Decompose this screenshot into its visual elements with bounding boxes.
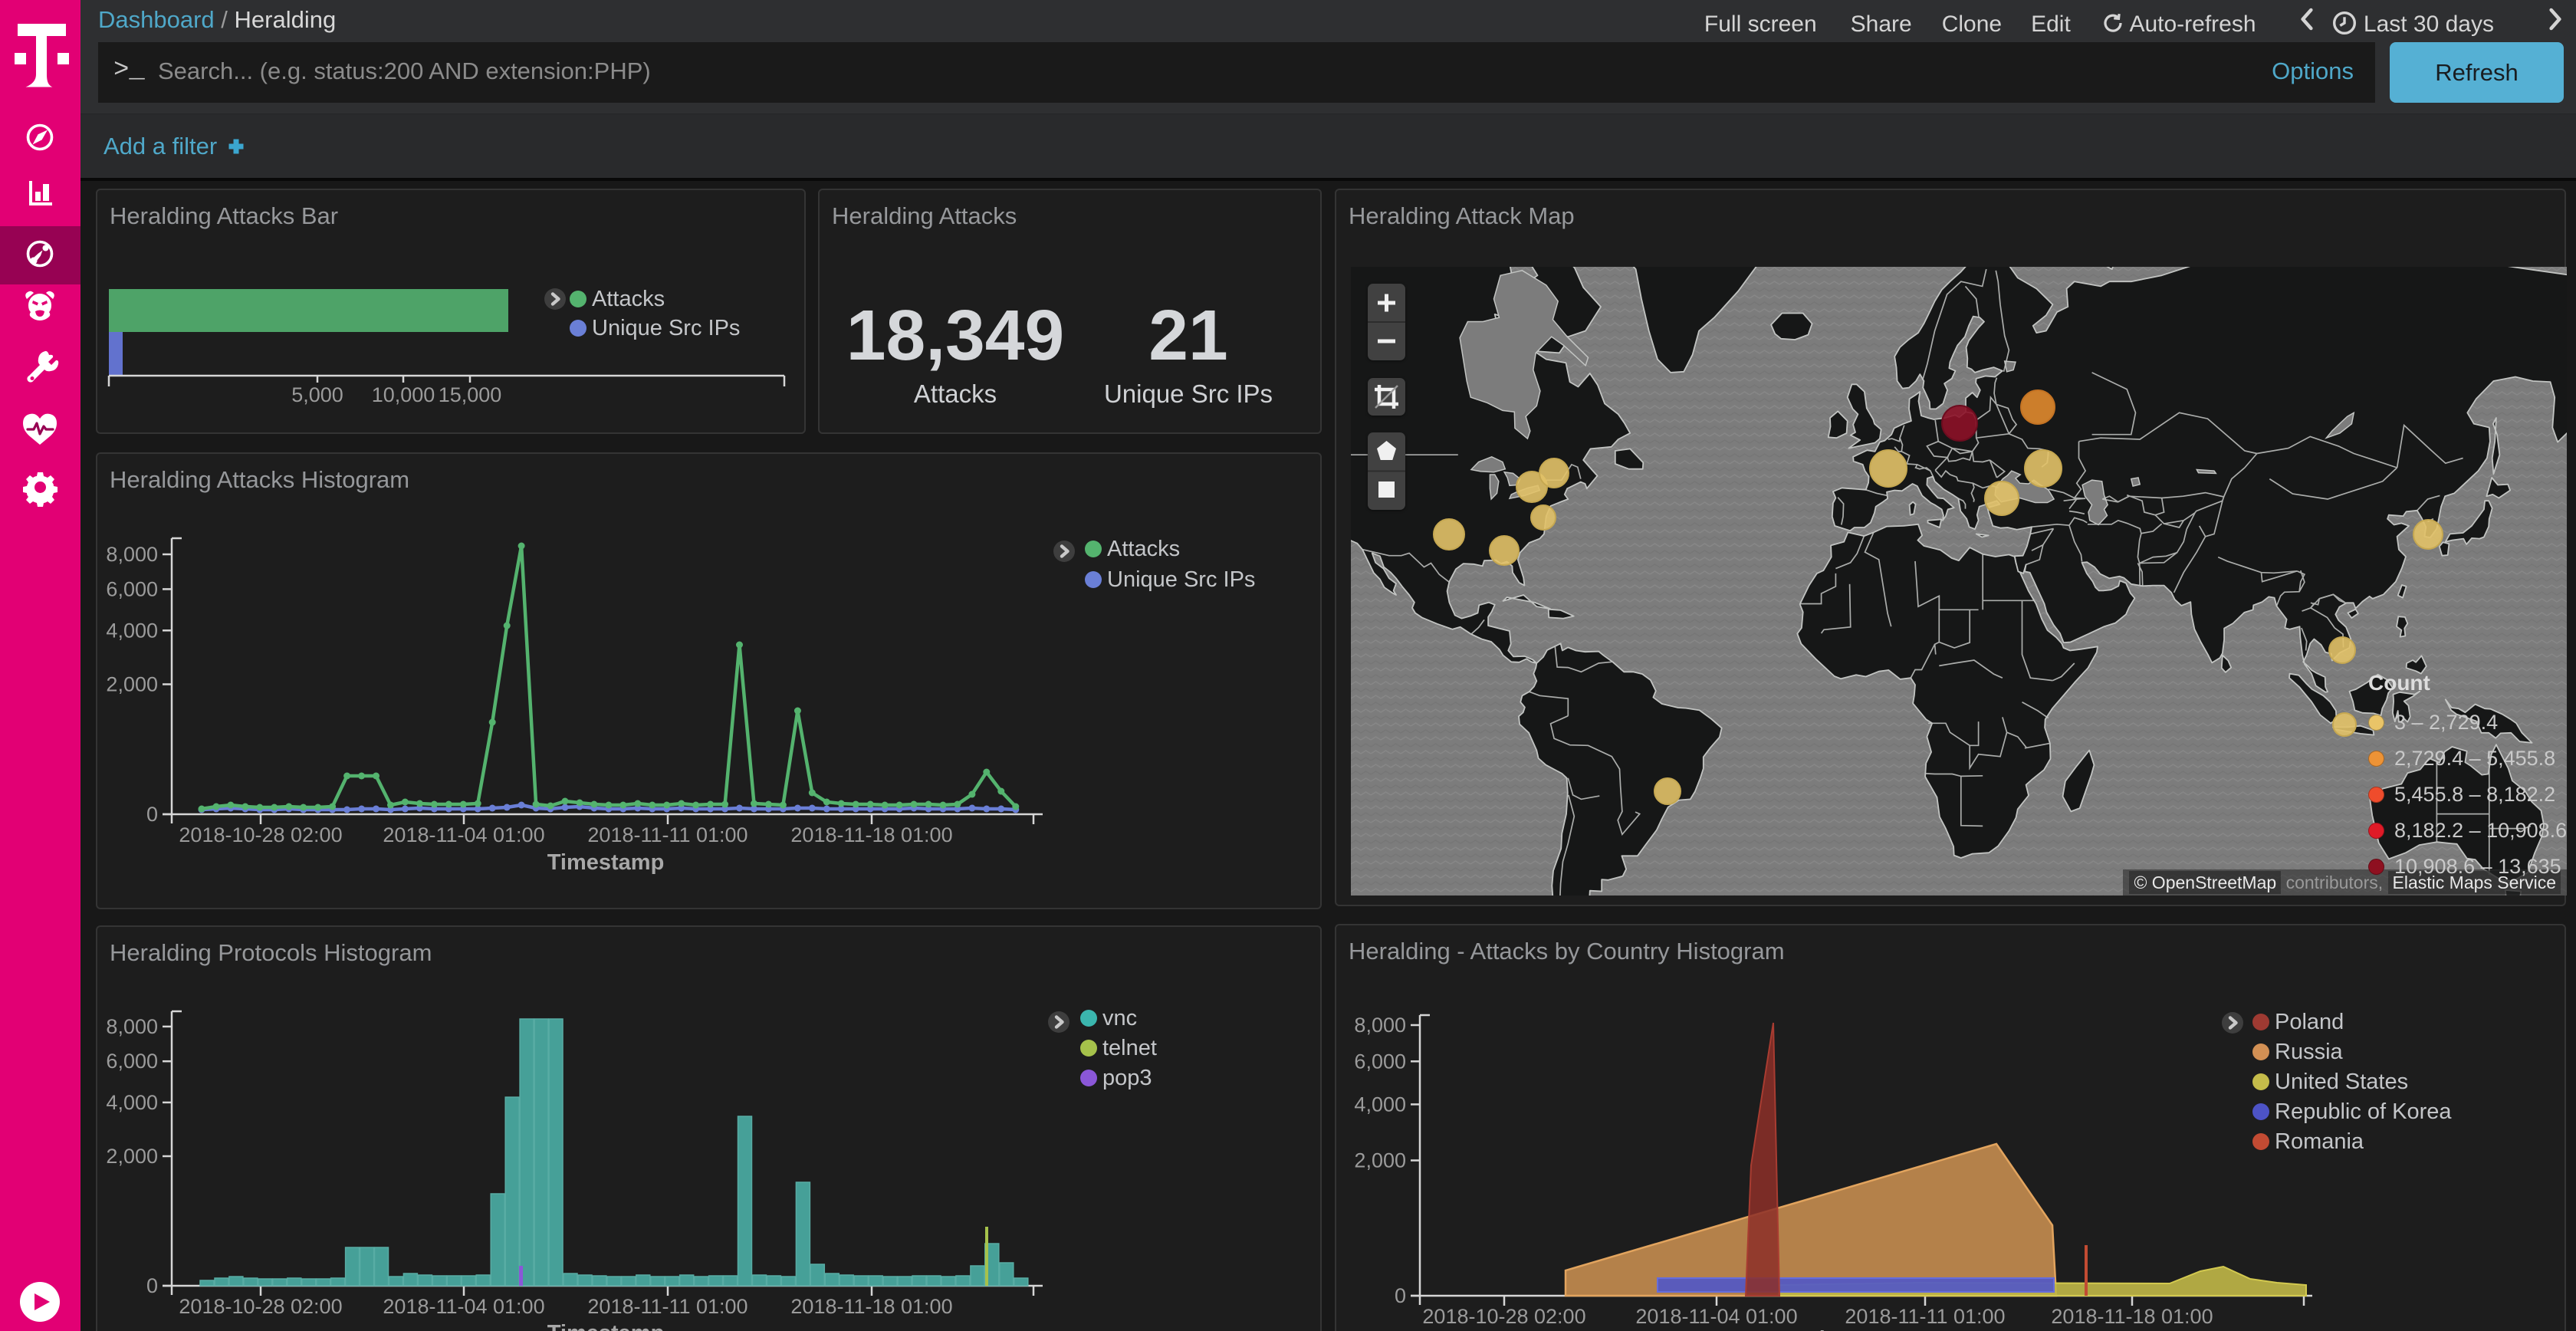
svg-text:2018-11-11 01:00: 2018-11-11 01:00 <box>587 823 748 846</box>
svg-text:0: 0 <box>146 803 158 826</box>
svg-text:6,000: 6,000 <box>106 577 158 600</box>
svg-text:2,000: 2,000 <box>106 673 158 696</box>
svg-text:2018-11-11 01:00: 2018-11-11 01:00 <box>1845 1305 2005 1328</box>
svg-text:2,000: 2,000 <box>1354 1149 1406 1172</box>
svg-text:4,000: 4,000 <box>106 1091 158 1114</box>
svg-text:2018-11-04 01:00: 2018-11-04 01:00 <box>1635 1305 1797 1328</box>
svg-text:10,000: 10,000 <box>372 383 435 406</box>
svg-text:5,000: 5,000 <box>291 383 343 406</box>
svg-text:2018-11-11 01:00: 2018-11-11 01:00 <box>587 1295 748 1318</box>
svg-text:2018-11-18 01:00: 2018-11-18 01:00 <box>790 823 952 846</box>
svg-text:15,000: 15,000 <box>439 383 502 406</box>
svg-text:2018-10-28 02:00: 2018-10-28 02:00 <box>179 823 342 846</box>
svg-text:2018-11-18 01:00: 2018-11-18 01:00 <box>2051 1305 2213 1328</box>
svg-text:2,000: 2,000 <box>106 1145 158 1168</box>
svg-text:Timestamp: Timestamp <box>1806 1326 1919 1331</box>
svg-text:2018-11-04 01:00: 2018-11-04 01:00 <box>383 823 544 846</box>
svg-text:0: 0 <box>1395 1284 1406 1307</box>
svg-text:Timestamp: Timestamp <box>547 1321 665 1331</box>
svg-text:6,000: 6,000 <box>1354 1050 1406 1073</box>
svg-text:8,000: 8,000 <box>106 543 158 566</box>
svg-text:2018-11-18 01:00: 2018-11-18 01:00 <box>790 1295 952 1318</box>
svg-text:2018-10-28 02:00: 2018-10-28 02:00 <box>1422 1305 1585 1328</box>
svg-text:4,000: 4,000 <box>106 619 158 642</box>
svg-text:4,000: 4,000 <box>1354 1093 1406 1116</box>
svg-text:2018-10-28 02:00: 2018-10-28 02:00 <box>179 1295 342 1318</box>
svg-text:2018-11-04 01:00: 2018-11-04 01:00 <box>383 1295 544 1318</box>
svg-text:6,000: 6,000 <box>106 1050 158 1073</box>
svg-text:Timestamp: Timestamp <box>547 850 665 875</box>
svg-text:8,000: 8,000 <box>106 1015 158 1038</box>
svg-text:8,000: 8,000 <box>1354 1014 1406 1037</box>
svg-text:0: 0 <box>146 1274 158 1297</box>
